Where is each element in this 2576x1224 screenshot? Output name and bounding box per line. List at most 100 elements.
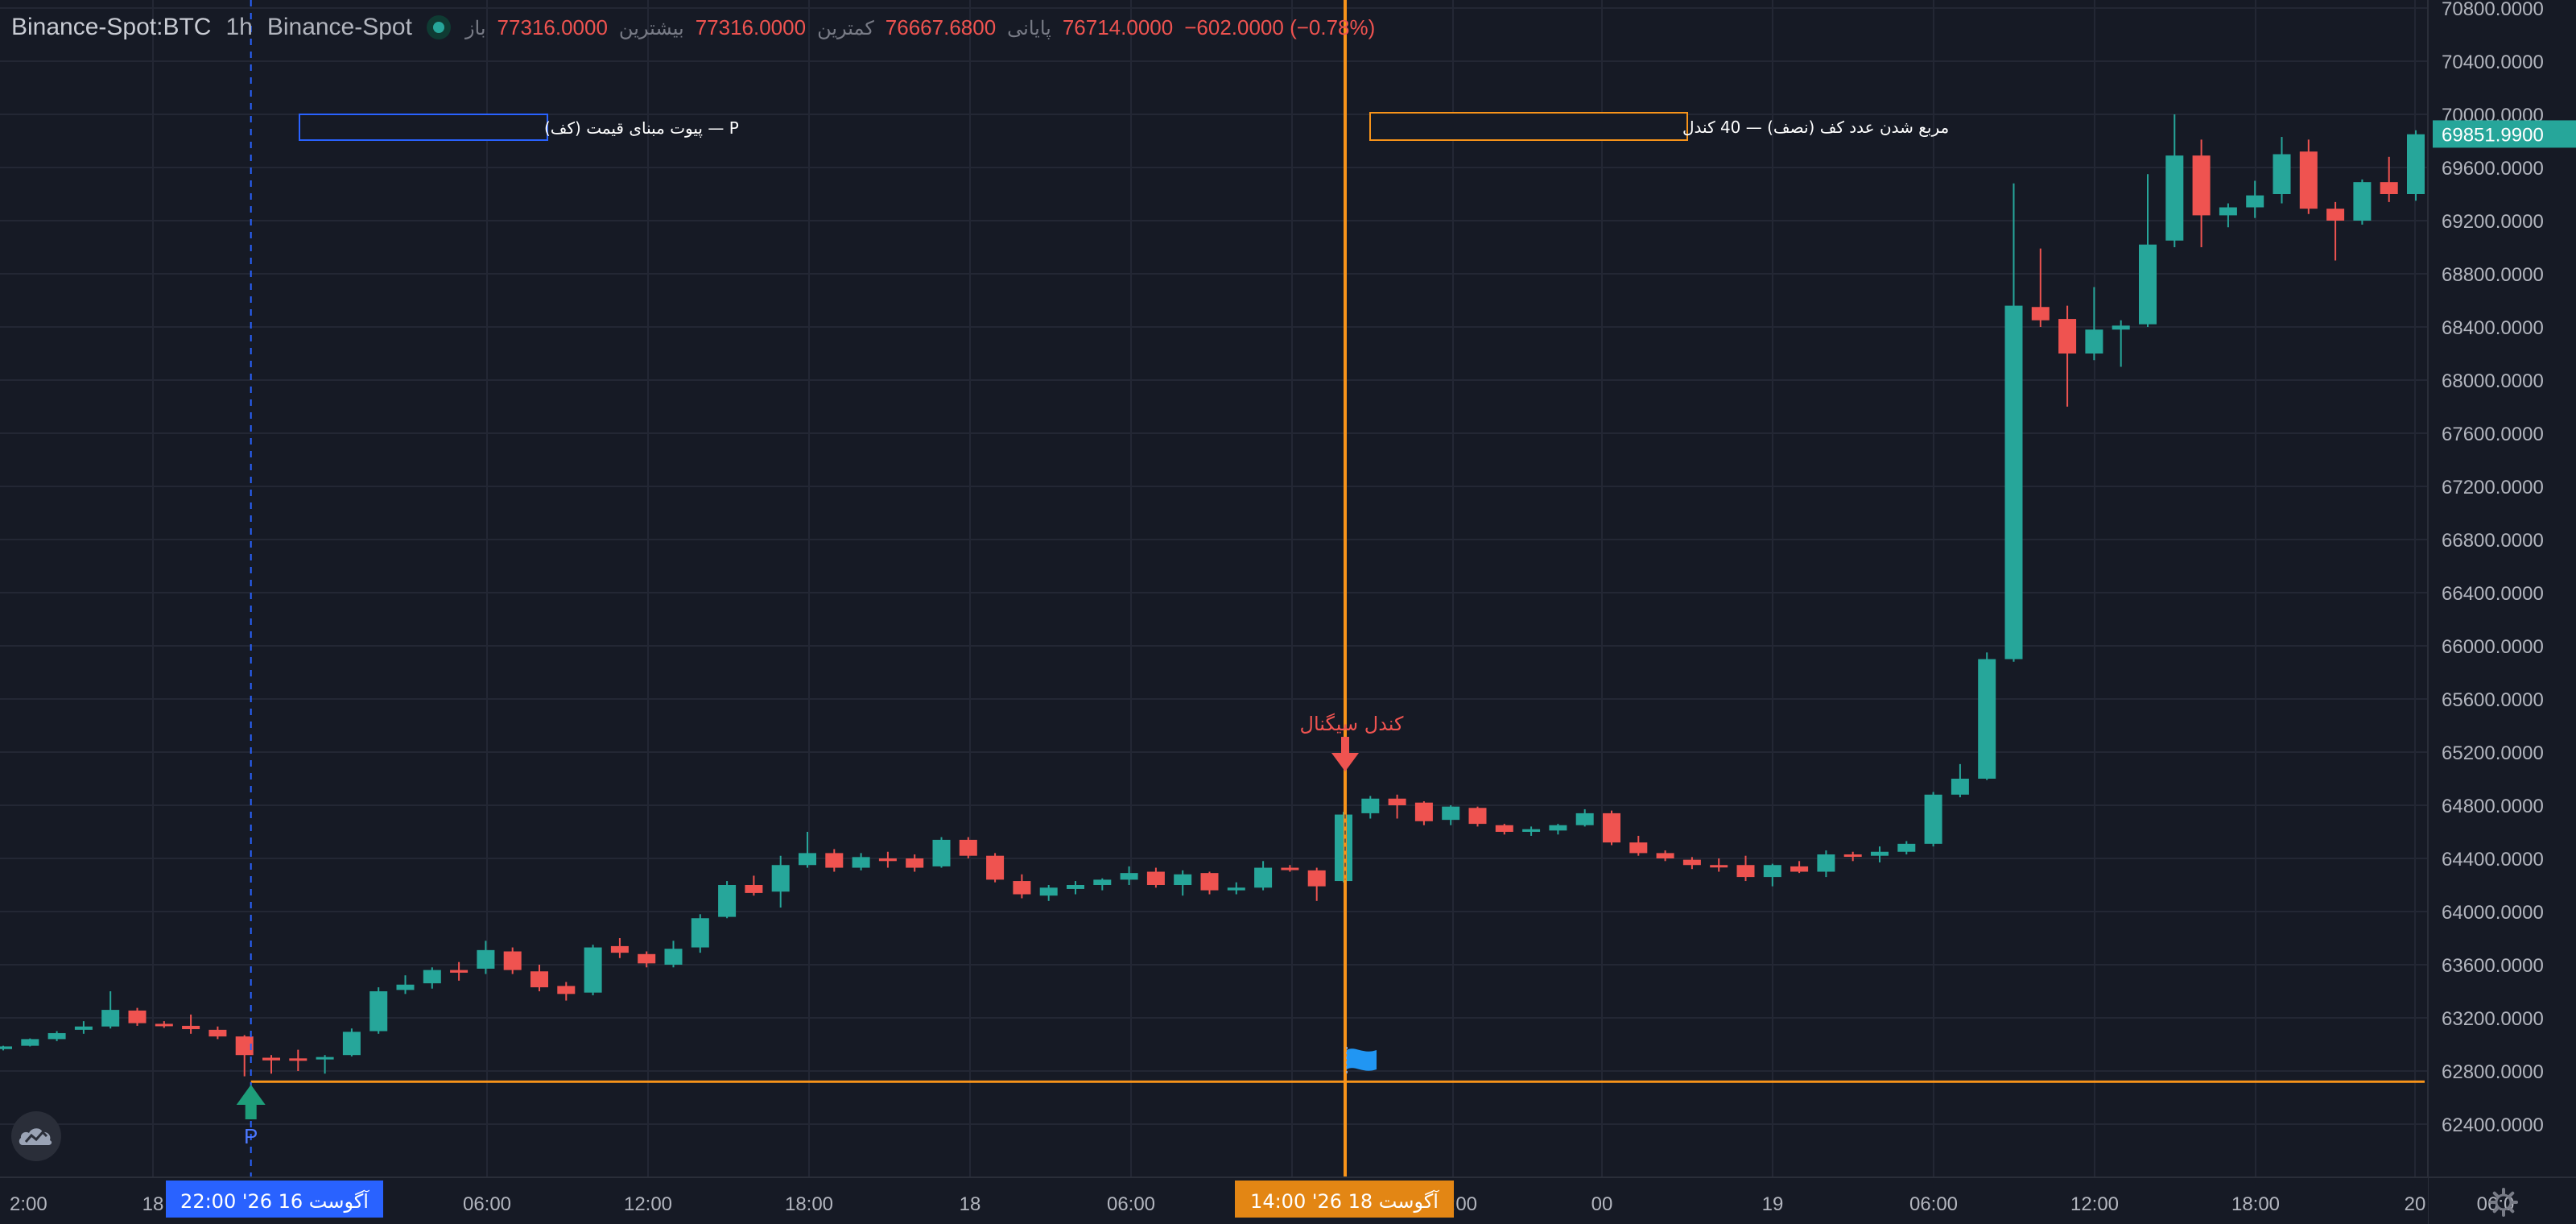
candle[interactable] [2273,154,2291,195]
candle[interactable] [557,986,576,994]
candle[interactable] [2165,155,2184,241]
candle[interactable] [2139,244,2157,325]
candle[interactable] [1951,779,1969,795]
candle[interactable] [477,949,495,969]
candle[interactable] [262,1057,280,1061]
symbol-name[interactable]: Binance-Spot:BTC [11,14,212,40]
candle[interactable] [128,1010,147,1023]
candle[interactable] [21,1039,39,1046]
candle[interactable] [986,855,1005,880]
candle[interactable] [2058,319,2077,354]
candle[interactable] [0,1046,12,1049]
candle[interactable] [691,918,709,948]
settings-gear-icon[interactable] [2487,1186,2520,1218]
candle[interactable] [1978,659,1996,779]
candle[interactable] [799,853,816,866]
candle[interactable] [101,1010,120,1027]
candle[interactable] [2031,307,2050,320]
candle[interactable] [316,1057,334,1060]
candle[interactable] [369,991,388,1032]
candle[interactable] [47,1032,66,1040]
candle[interactable] [825,853,844,868]
candle[interactable] [584,947,602,993]
candle[interactable] [852,857,870,868]
candle[interactable] [771,865,790,892]
interval-label[interactable]: 1h [225,14,253,40]
candle[interactable] [2407,134,2425,194]
time-axis[interactable] [0,1177,2428,1224]
candle[interactable] [664,949,683,965]
candle[interactable] [2112,325,2130,330]
candle[interactable] [932,839,951,866]
candle[interactable] [1843,854,1862,858]
candle[interactable] [235,1036,254,1056]
candle[interactable] [1281,867,1299,870]
candle[interactable] [396,984,415,990]
candle[interactable] [342,1032,361,1056]
candle[interactable] [1200,873,1219,891]
candle[interactable] [1307,870,1326,887]
candle[interactable] [1067,885,1084,889]
candle[interactable] [1790,866,1809,872]
candle[interactable] [1174,874,1192,885]
candle[interactable] [1146,871,1165,886]
candle[interactable] [1603,813,1620,843]
candle[interactable] [1522,829,1541,832]
candle[interactable] [610,945,629,953]
candle[interactable] [1093,879,1112,885]
candle[interactable] [450,970,469,973]
candle[interactable] [74,1026,93,1030]
tradingview-logo-icon[interactable] [11,1111,61,1161]
candle[interactable] [503,951,522,970]
candle[interactable] [155,1023,173,1027]
candle[interactable] [745,885,763,893]
candle[interactable] [906,858,924,868]
candle[interactable] [1468,808,1487,825]
candle[interactable] [2326,209,2345,221]
candle[interactable] [2380,182,2398,194]
candle[interactable] [718,885,737,917]
candle[interactable] [208,1029,227,1037]
candle[interactable] [1227,887,1245,891]
candle[interactable] [1871,851,1889,856]
candle[interactable] [2299,151,2318,209]
candle[interactable] [1039,887,1058,896]
candle[interactable] [638,953,656,964]
candle[interactable] [1414,802,1433,821]
candle[interactable] [289,1058,308,1061]
candle[interactable] [1710,865,1728,868]
candle[interactable] [1656,853,1674,858]
candle[interactable] [1736,865,1755,878]
candle[interactable] [2353,182,2372,221]
candle[interactable] [1549,825,1567,831]
candle[interactable] [1817,854,1835,872]
candle[interactable] [1361,798,1380,813]
low-value: 76667.6800 [885,14,997,39]
candle[interactable] [423,970,441,984]
candle[interactable] [1897,843,1916,852]
price-axis[interactable] [2428,0,2576,1224]
candle[interactable] [530,971,548,988]
candle[interactable] [878,858,897,862]
candle[interactable] [1013,881,1031,895]
candle[interactable] [1575,813,1594,825]
candle[interactable] [1254,867,1273,888]
price-tick-label: 69600.0000 [2442,158,2544,180]
candle[interactable] [1924,794,1942,844]
candle[interactable] [2219,207,2237,216]
candle[interactable] [1629,842,1648,854]
candle[interactable] [2004,305,2023,660]
candle[interactable] [2085,329,2103,354]
candle[interactable] [1495,825,1513,832]
candle[interactable] [959,839,977,856]
candle[interactable] [2192,155,2211,216]
candle[interactable] [1442,806,1460,821]
candle[interactable] [1388,798,1406,805]
candle[interactable] [1682,859,1701,866]
candle[interactable] [1763,865,1781,878]
candle[interactable] [1120,873,1138,880]
candle[interactable] [182,1025,200,1030]
candle[interactable] [2246,195,2264,208]
